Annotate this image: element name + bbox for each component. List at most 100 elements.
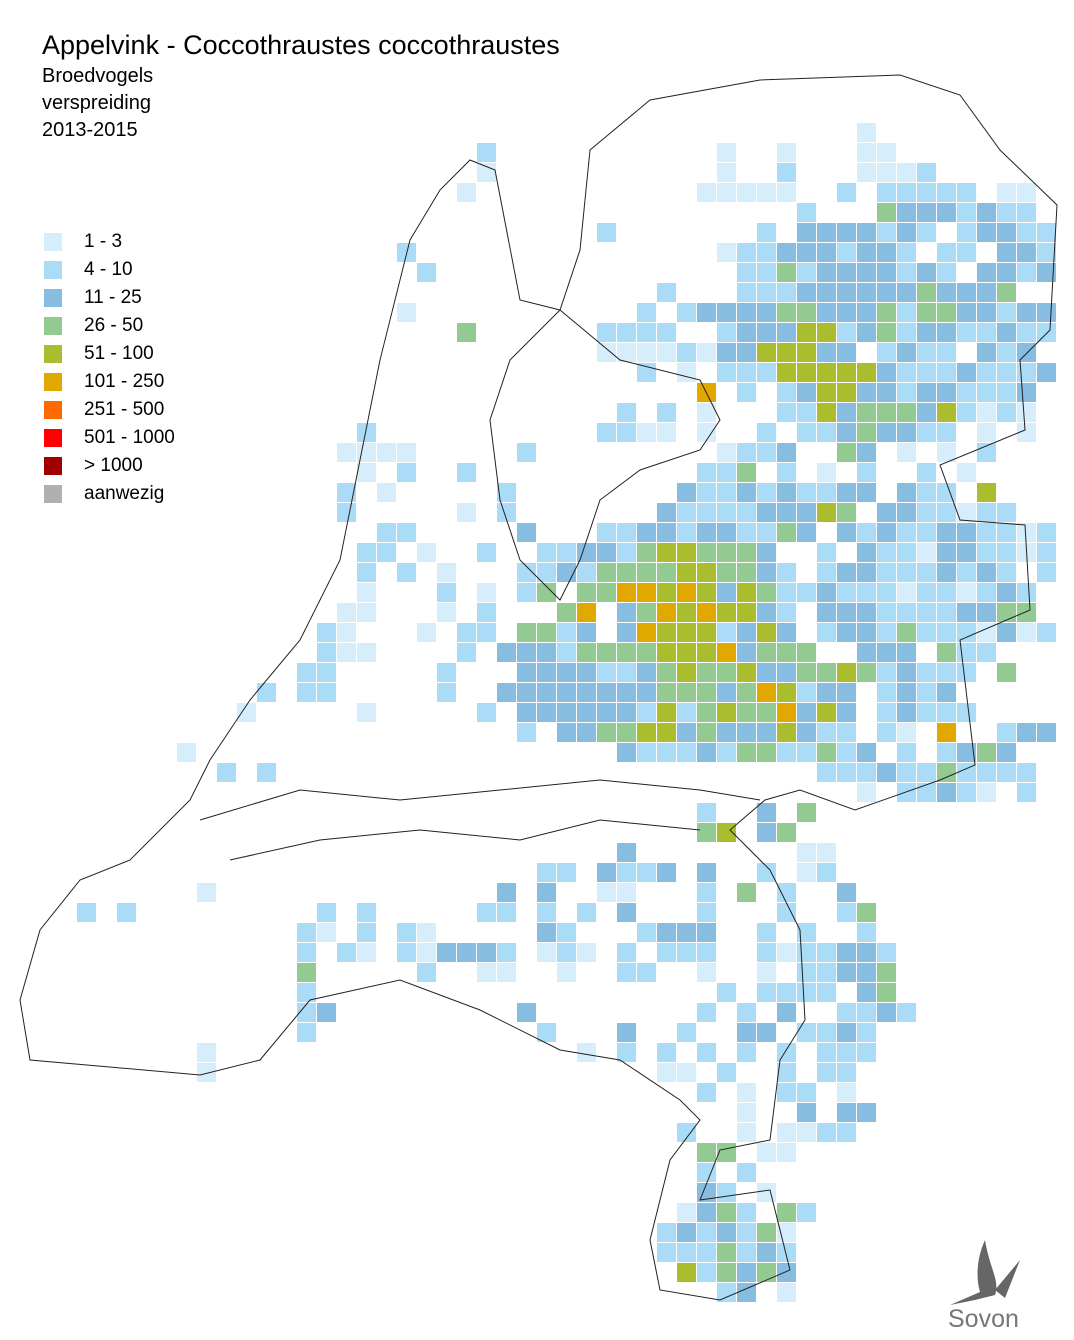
grid-cell [297,1023,316,1042]
grid-cell [657,583,676,602]
grid-cell [317,663,336,682]
grid-cell [777,743,796,762]
grid-cell [1037,543,1056,562]
grid-cell [817,423,836,442]
grid-cell [717,743,736,762]
grid-cell [417,943,436,962]
grid-cell [557,563,576,582]
grid-cell [897,443,916,462]
grid-cell [977,363,996,382]
grid-cell [657,723,676,742]
legend-swatch [44,345,62,363]
grid-cell [677,1063,696,1082]
grid-cell [837,1003,856,1022]
grid-cell [377,443,396,462]
grid-cell [1037,363,1056,382]
grid-cell [857,283,876,302]
grid-cell [577,563,596,582]
grid-cell [997,183,1016,202]
grid-cell [777,1143,796,1162]
grid-cell [697,603,716,622]
grid-cell [677,583,696,602]
grid-cell [857,643,876,662]
grid-cell [637,743,656,762]
grid-cell [817,683,836,702]
grid-cells [77,123,1056,1302]
grid-cell [557,963,576,982]
grid-cell [817,343,836,362]
grid-cell [837,723,856,742]
grid-cell [677,723,696,742]
grid-cell [797,943,816,962]
grid-cell [357,443,376,462]
grid-cell [617,643,636,662]
grid-cell [477,703,496,722]
grid-cell [777,823,796,842]
grid-cell [657,943,676,962]
grid-cell [857,1043,876,1062]
grid-cell [897,263,916,282]
grid-cell [797,483,816,502]
grid-cell [737,1043,756,1062]
grid-cell [417,963,436,982]
grid-cell [757,983,776,1002]
grid-cell [1017,363,1036,382]
logo-icon [950,1240,1020,1305]
grid-cell [197,883,216,902]
grid-cell [997,743,1016,762]
grid-cell [997,243,1016,262]
grid-cell [757,563,776,582]
grid-cell [597,343,616,362]
grid-cell [717,243,736,262]
grid-cell [397,463,416,482]
grid-cell [717,523,736,542]
grid-cell [917,703,936,722]
grid-cell [857,443,876,462]
grid-cell [817,543,836,562]
grid-cell [817,243,836,262]
grid-cell [757,1223,776,1242]
grid-cell [697,183,716,202]
grid-cell [937,563,956,582]
grid-cell [477,543,496,562]
grid-cell [1017,603,1036,622]
grid-cell [797,383,816,402]
grid-cell [957,323,976,342]
grid-cell [817,463,836,482]
grid-cell [597,703,616,722]
grid-cell [957,243,976,262]
grid-cell [837,1123,856,1142]
grid-cell [737,623,756,642]
grid-cell [717,703,736,722]
grid-cell [297,943,316,962]
grid-cell [637,603,656,622]
grid-cell [957,783,976,802]
grid-cell [857,923,876,942]
grid-cell [877,243,896,262]
grid-cell [737,1003,756,1022]
grid-cell [577,583,596,602]
grid-cell [697,1163,716,1182]
grid-cell [737,883,756,902]
grid-cell [657,563,676,582]
grid-cell [697,623,716,642]
grid-cell [637,643,656,662]
grid-cell [877,543,896,562]
grid-cell [917,623,936,642]
grid-cell [437,683,456,702]
grid-cell [697,1263,716,1282]
grid-cell [577,683,596,702]
grid-cell [797,723,816,742]
map-title: Appelvink - Coccothraustes coccothrauste… [42,30,560,60]
grid-cell [1017,423,1036,442]
grid-cell [1017,783,1036,802]
grid-cell [857,163,876,182]
grid-cell [837,223,856,242]
grid-cell [897,1003,916,1022]
grid-cell [617,543,636,562]
grid-cell [877,203,896,222]
grid-cell [977,763,996,782]
grid-cell [977,583,996,602]
grid-cell [717,143,736,162]
